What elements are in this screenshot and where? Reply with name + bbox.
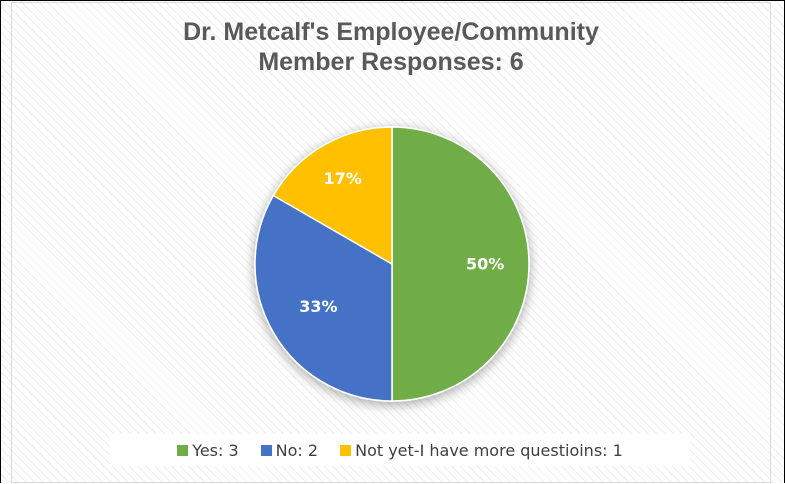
chart-title-line-1: Dr. Metcalf's Employee/Community xyxy=(183,18,599,46)
pie-slice xyxy=(254,194,393,402)
chart-title-line-2: Member Responses: 6 xyxy=(258,48,524,76)
pie-slice xyxy=(391,126,530,402)
legend-swatch xyxy=(177,444,189,456)
chart-title: Dr. Metcalf's Employee/Community Member … xyxy=(61,17,721,77)
legend-label: Yes: 3 xyxy=(192,440,239,460)
pie-data-label: 17% xyxy=(324,169,362,188)
legend-label: No: 2 xyxy=(275,440,319,460)
pie-slice xyxy=(272,126,393,266)
pie-data-label: 33% xyxy=(299,297,337,316)
legend: Yes: 3 No: 2 Not yet-I have more questioin… xyxy=(110,434,690,466)
legend-item: Not yet-I have more questioins: 1 xyxy=(340,441,623,460)
legend-swatch xyxy=(340,444,352,456)
legend-swatch xyxy=(260,444,272,456)
legend-label: Not yet-I have more questioins: 1 xyxy=(355,440,623,460)
legend-item: Yes: 3 xyxy=(177,440,239,460)
pie-data-label: 50% xyxy=(466,255,504,274)
legend-item: No: 2 xyxy=(260,440,319,460)
